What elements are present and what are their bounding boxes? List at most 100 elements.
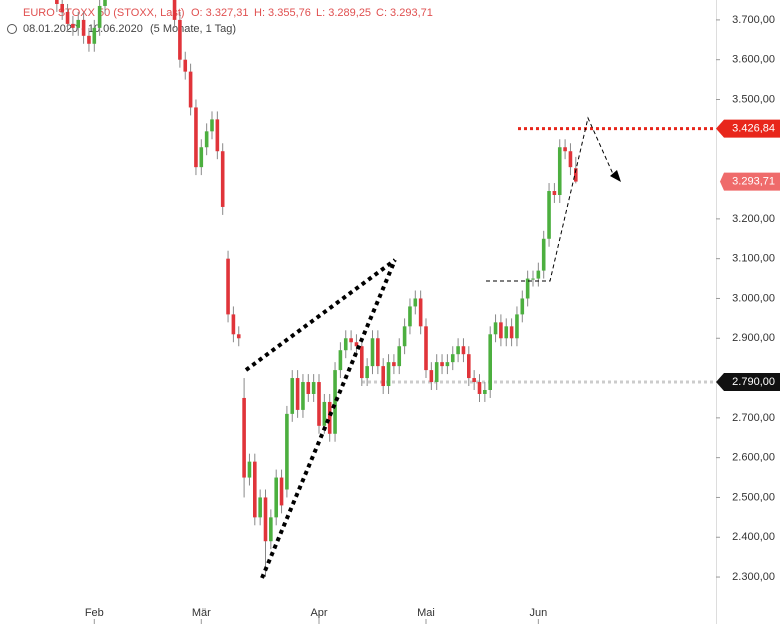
candle-body xyxy=(199,147,204,168)
candle-body xyxy=(226,258,230,315)
candle-body xyxy=(236,334,241,339)
candle-body xyxy=(306,382,311,394)
price-tag-label: 2.790,00 xyxy=(732,376,775,388)
price-tag xyxy=(716,119,780,138)
legend-stat: O: 3.327,31 xyxy=(191,7,249,19)
candle-body xyxy=(263,497,268,542)
candle-body xyxy=(183,59,188,72)
candle-body xyxy=(215,119,220,152)
price-tag-label: 3.426,84 xyxy=(732,123,775,135)
candle-body xyxy=(279,477,284,506)
candle-body xyxy=(574,168,578,182)
candle-body xyxy=(290,378,295,414)
candle-body xyxy=(269,517,273,542)
candle-body xyxy=(509,326,514,339)
candle-body xyxy=(295,378,300,410)
legend-stat: L: 3.289,25 xyxy=(316,7,371,19)
candle-body xyxy=(354,342,359,347)
projection-line xyxy=(486,116,614,282)
candle-body xyxy=(456,346,460,355)
candle-body xyxy=(71,23,75,28)
candle-body xyxy=(274,477,278,518)
candle-body xyxy=(311,382,316,394)
candle-body xyxy=(547,191,551,239)
candle-body xyxy=(81,19,86,36)
x-tick-label: Feb xyxy=(85,607,104,619)
candle-body xyxy=(376,338,380,367)
candle-body xyxy=(520,298,525,315)
candle-body xyxy=(76,19,81,28)
candle-body xyxy=(493,322,498,335)
y-tick-label: 2.900,00 xyxy=(732,332,775,344)
x-tick-label: Jun xyxy=(529,607,547,619)
x-tick-label: Apr xyxy=(310,607,327,619)
candle-body xyxy=(65,11,70,24)
candle-body xyxy=(370,338,375,367)
candle-body xyxy=(188,71,193,108)
y-tick-label: 2.500,00 xyxy=(732,491,775,503)
candle-body xyxy=(210,119,214,132)
candle-body xyxy=(360,346,364,379)
candle-body xyxy=(499,322,503,339)
candle-body xyxy=(536,270,541,279)
candle-body xyxy=(247,461,252,478)
candle-body xyxy=(220,151,225,207)
price-tag-label: 3.293,71 xyxy=(732,175,775,187)
x-tick-label: Mai xyxy=(417,607,435,619)
candle-body xyxy=(381,366,385,387)
candle-body xyxy=(60,3,64,12)
candle-body xyxy=(450,354,455,363)
candle-body xyxy=(327,401,332,434)
candle-body xyxy=(103,0,107,6)
y-tick-label: 3.500,00 xyxy=(732,93,775,105)
candle-body xyxy=(97,5,102,28)
candle-body xyxy=(515,314,519,339)
y-tick-label: 2.700,00 xyxy=(732,412,775,424)
candle-body xyxy=(434,362,439,383)
candle-body xyxy=(413,298,418,307)
axis-bg xyxy=(716,0,780,624)
legend-name: EURO STOXX 50 (STOXX, Last) xyxy=(23,7,185,19)
candle-body xyxy=(531,278,535,280)
candle-body xyxy=(563,147,567,152)
candle-body xyxy=(392,362,396,367)
candle-body xyxy=(397,346,402,367)
candle-body xyxy=(408,306,412,327)
y-tick-label: 3.100,00 xyxy=(732,253,775,265)
y-tick-label: 3.700,00 xyxy=(732,14,775,26)
candle-body xyxy=(349,338,353,343)
legend-stat: C: 3.293,71 xyxy=(376,7,433,19)
candle-body xyxy=(365,366,369,379)
candle-body xyxy=(242,397,246,478)
candle-body xyxy=(472,378,476,383)
candle-body xyxy=(402,326,407,347)
candle-body xyxy=(87,35,91,44)
candle-body xyxy=(258,497,262,518)
legend-stat: H: 3.355,76 xyxy=(254,7,311,19)
x-tick-label: Mär xyxy=(192,607,211,619)
candle-body xyxy=(301,382,305,410)
candle-body xyxy=(445,362,450,367)
arrow-head xyxy=(610,170,621,182)
candle-body xyxy=(429,370,434,383)
candle-body xyxy=(178,19,182,60)
candle-body xyxy=(338,350,343,371)
wedge-line xyxy=(260,259,397,579)
candle-body xyxy=(386,362,391,387)
y-tick-label: 3.600,00 xyxy=(732,54,775,66)
candle-body xyxy=(92,27,97,44)
candle-body xyxy=(461,346,466,355)
candle-body xyxy=(504,326,509,339)
y-tick-label: 2.400,00 xyxy=(732,531,775,543)
candle-body xyxy=(424,326,428,371)
candle-body xyxy=(483,390,487,394)
candle-body xyxy=(172,0,177,20)
candle-body xyxy=(317,382,321,426)
candle-body xyxy=(55,0,59,4)
candle-body xyxy=(477,382,482,394)
candle-body xyxy=(568,151,573,168)
y-tick-label: 3.000,00 xyxy=(732,292,775,304)
candle-body xyxy=(525,278,530,299)
candle-body xyxy=(204,131,209,148)
